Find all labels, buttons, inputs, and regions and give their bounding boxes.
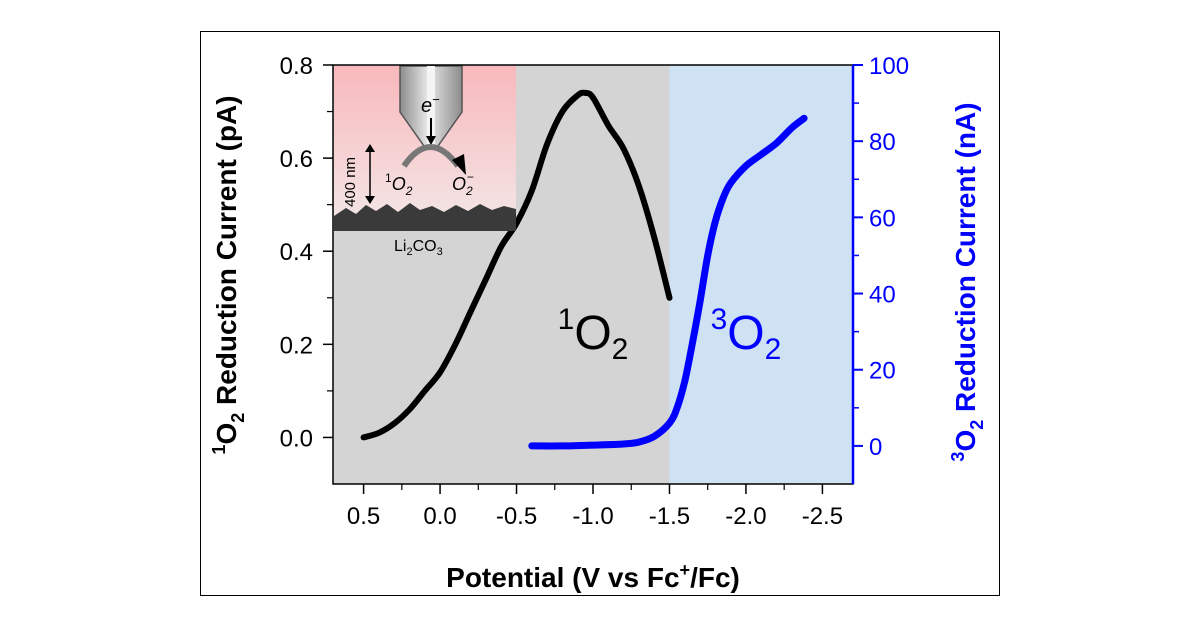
inset-schematic: e− 400 nm 1O2 O2− Li2CO3 bbox=[334, 65, 516, 258]
shaded-region-1 bbox=[669, 65, 853, 484]
right-tick-label: 100 bbox=[869, 53, 909, 80]
left-tick-label: 0.2 bbox=[280, 332, 313, 359]
curve-label-1: 3O2 bbox=[711, 303, 782, 366]
x-tick-label: -1.5 bbox=[649, 503, 690, 530]
series-line-triplet bbox=[528, 114, 808, 450]
curve-label-main: O bbox=[727, 307, 764, 360]
left-axis-title: 1O2 Reduction Current (pA) bbox=[209, 95, 248, 454]
curve-label-sub: 2 bbox=[765, 333, 782, 366]
right-tick-label: 60 bbox=[869, 205, 896, 232]
curve-label-0: 1O2 bbox=[558, 303, 629, 366]
x-tick-label: 0.0 bbox=[423, 503, 456, 530]
left-tick-label: 0.4 bbox=[280, 239, 313, 266]
right-axis-ticks: 0 20 40 60 80 100 bbox=[853, 53, 909, 461]
x-axis-title: Potential (V vs Fc+/Fc) bbox=[446, 560, 740, 593]
right-tick-label: 80 bbox=[869, 129, 896, 156]
right-tick-label: 40 bbox=[869, 282, 896, 309]
inset-electron-sup: − bbox=[432, 92, 440, 107]
x-axis-ticks: 0.5 0.0 -0.5 -1.0 -1.5 -2.0 -2.5 bbox=[347, 484, 843, 530]
right-tick-label: 0 bbox=[869, 434, 882, 461]
x-tick-label: -1.0 bbox=[572, 503, 613, 530]
series-line-singlet bbox=[360, 89, 673, 441]
inset-electron-e: e bbox=[421, 95, 432, 117]
inset-substrate bbox=[334, 203, 516, 231]
inset-electron-arrowhead bbox=[426, 136, 436, 145]
x-tick-label: -2.5 bbox=[802, 503, 843, 530]
inset-substrate-label: Li2CO3 bbox=[394, 238, 443, 258]
inset-electron-label: e− bbox=[421, 92, 440, 117]
inset-reactant-label: 1O2 bbox=[385, 171, 413, 198]
curve-label-sup: 3 bbox=[711, 303, 728, 336]
x-tick-label: -0.5 bbox=[496, 503, 537, 530]
inset-product-label: O2− bbox=[452, 170, 474, 198]
right-tick-label: 20 bbox=[869, 358, 896, 385]
left-tick-label: 0.6 bbox=[280, 146, 313, 173]
x-tick-label: 0.5 bbox=[347, 503, 380, 530]
curve-label-main: O bbox=[574, 307, 611, 360]
x-tick-label: -2.0 bbox=[725, 503, 766, 530]
series-layer bbox=[360, 89, 808, 450]
right-axis-title: 3O2 Reduction Current (nA) bbox=[948, 102, 987, 461]
inset-distance-arrow-top bbox=[365, 144, 375, 152]
inset-distance-label: 400 nm bbox=[342, 157, 359, 207]
curve-label-sup: 1 bbox=[558, 303, 575, 336]
inset-reaction-arrowhead bbox=[452, 154, 466, 175]
left-tick-label: 0.0 bbox=[280, 425, 313, 452]
left-tick-label: 0.8 bbox=[280, 53, 313, 80]
left-axis-ticks: 0.0 0.2 0.4 0.6 0.8 bbox=[280, 53, 333, 452]
inset-distance-arrow-bottom bbox=[365, 196, 375, 204]
inset-probe-core bbox=[427, 66, 435, 144]
curve-label-sub: 2 bbox=[612, 333, 629, 366]
